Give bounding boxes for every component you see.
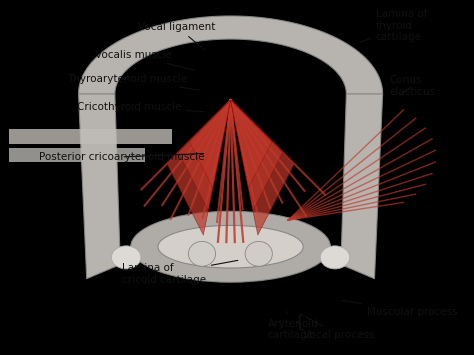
Ellipse shape — [320, 246, 350, 269]
Text: Lamina of
cricoid cartilage: Lamina of cricoid cartilage — [122, 260, 238, 285]
Bar — [9, 129, 173, 144]
Polygon shape — [230, 100, 272, 188]
Polygon shape — [167, 100, 230, 235]
Ellipse shape — [188, 241, 216, 266]
Polygon shape — [230, 100, 294, 235]
Ellipse shape — [111, 246, 141, 269]
Polygon shape — [79, 16, 383, 94]
Polygon shape — [189, 100, 230, 188]
Text: {: { — [294, 314, 306, 332]
Ellipse shape — [245, 241, 273, 266]
Text: Vocal ligament: Vocal ligament — [138, 22, 216, 50]
Text: Cricothyroid muscle: Cricothyroid muscle — [77, 102, 204, 112]
Text: Muscular process: Muscular process — [342, 300, 457, 317]
Ellipse shape — [158, 225, 303, 268]
Polygon shape — [341, 94, 383, 279]
Text: Vocal process: Vocal process — [303, 317, 374, 340]
Text: Conus
elasticus: Conus elasticus — [390, 75, 436, 97]
Text: Posterior cricoarytenoid muscle: Posterior cricoarytenoid muscle — [38, 152, 204, 162]
Polygon shape — [79, 94, 120, 279]
Ellipse shape — [131, 211, 330, 282]
Polygon shape — [179, 100, 230, 211]
Text: Lamina of
thyroid
cartilage: Lamina of thyroid cartilage — [360, 9, 428, 42]
Bar — [9, 148, 145, 162]
Text: Arytenoid
cartilage: Arytenoid cartilage — [268, 311, 319, 340]
Polygon shape — [230, 100, 283, 211]
Text: Vocalis muscle: Vocalis muscle — [95, 50, 195, 70]
Text: Thyroarytenoid muscle: Thyroarytenoid muscle — [67, 74, 199, 90]
